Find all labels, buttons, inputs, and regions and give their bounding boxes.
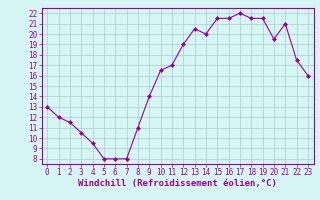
X-axis label: Windchill (Refroidissement éolien,°C): Windchill (Refroidissement éolien,°C) [78,179,277,188]
